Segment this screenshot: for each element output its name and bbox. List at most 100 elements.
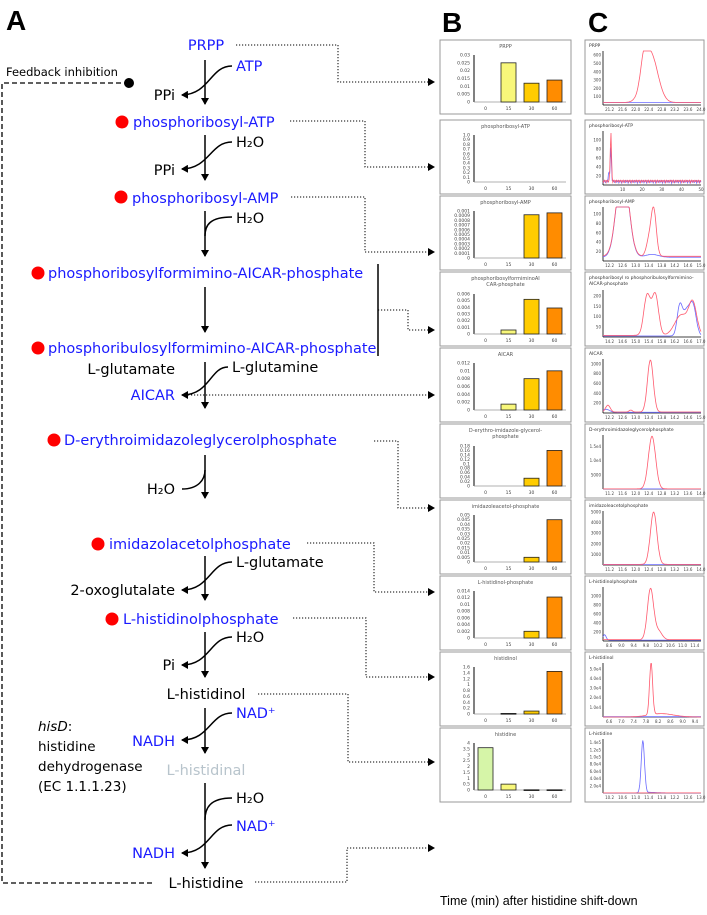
x-tick-label: 30	[529, 338, 535, 344]
y-tick-label: 1.4	[463, 670, 470, 676]
red-trace	[603, 292, 702, 336]
y-tick-label: 0.006	[457, 384, 470, 390]
red-trace	[603, 663, 701, 718]
y-tick-label: 0	[467, 100, 470, 106]
x-tick-label: 15	[506, 490, 512, 496]
bar	[546, 307, 563, 335]
metabolite-phosphoribosyl-amp: phosphoribosyl-AMP	[132, 191, 279, 207]
y-tick-label: 6.0e4	[590, 769, 602, 774]
chart-title: CAR-phosphate	[486, 282, 524, 288]
x-tick-label: 15	[506, 414, 512, 420]
x-tick-label: 12.0	[631, 567, 640, 572]
y-tick-label: 0.03	[460, 53, 470, 59]
metabolite-igp: D-erythroimidazoleglycerolphosphate	[64, 433, 337, 449]
chart-title: phosphoribosyl-ATP	[481, 124, 530, 130]
x-tick-label: 13.4	[644, 263, 653, 268]
cofactor-h2o-4: H₂O	[236, 630, 264, 646]
y-tick-label: 3.0e4	[590, 686, 602, 691]
y-tick-label: 2.0e4	[590, 695, 602, 700]
feedback-line	[1, 82, 152, 884]
blue-trace	[603, 300, 702, 337]
red-trace	[602, 359, 701, 413]
x-tick-label: 6.6	[606, 719, 613, 724]
red-trace	[603, 587, 701, 640]
bar	[546, 596, 563, 639]
metabolite-l-histidine: L-histidine	[169, 876, 244, 892]
dot-pr-atp	[115, 115, 129, 129]
enzyme-line-2: dehydrogenase	[38, 759, 143, 775]
x-tick-label: 7.4	[630, 719, 637, 724]
bar	[546, 370, 563, 411]
chromatogram: phosphoribosyl ro phosphoribulosylformim…	[584, 271, 706, 347]
bar	[546, 789, 563, 791]
inhibition-dot	[124, 78, 134, 88]
bar	[500, 62, 517, 103]
x-tick-label: 15	[506, 642, 512, 648]
metabolite-prfar: phosphoribosylformimino-AICAR-phosphate	[48, 266, 363, 282]
x-tick-label: 15	[506, 106, 512, 112]
y-tick-label: 0.002	[457, 318, 470, 324]
x-tick-label: 60	[552, 794, 558, 800]
y-tick-label: 20	[596, 249, 602, 254]
x-tick-label: 12.4	[644, 491, 653, 496]
x-tick-label: 15	[506, 794, 512, 800]
cofactor-h2o-1: H₂O	[236, 135, 264, 151]
chromatogram: imidazoleacetolphosphate 11.2 11.6 12.0 12.4…	[584, 499, 706, 575]
x-tick-label: 0	[484, 186, 487, 192]
y-tick-label: 0.002	[457, 629, 470, 635]
y-tick-label: 0.02	[460, 541, 470, 547]
y-tick-label: 0.004	[457, 305, 470, 311]
x-tick-label: 16.6	[683, 339, 692, 344]
y-tick-label: 200	[593, 630, 601, 635]
y-tick-label: 0.4	[463, 700, 470, 706]
y-tick-label: 0.2	[463, 170, 470, 176]
y-tick-label: 0.8	[463, 142, 470, 148]
panel-label-c: C	[588, 7, 608, 38]
chart-title: phosphoribosyl-AMP	[589, 199, 635, 205]
x-tick-label: 60	[552, 414, 558, 420]
x-tick-label: 20	[640, 187, 646, 192]
chart-title: phosphoribosylformiminoAI	[471, 276, 539, 282]
x-tick-label: 13.8	[657, 415, 666, 420]
byproduct-ppi-2: PPi	[154, 163, 175, 179]
y-tick-label: 0	[467, 180, 470, 186]
x-tick-label: 15.8	[657, 339, 666, 344]
chart-frame	[584, 271, 705, 347]
x-tick-label: 23.6	[683, 107, 692, 112]
y-tick-label: 0.012	[457, 361, 470, 367]
bar	[546, 212, 563, 259]
y-tick-label: 600	[593, 53, 601, 58]
y-tick-label: 100	[593, 94, 601, 99]
bar-chart: L-histidinol-phosphate00.0020.0040.0060.…	[439, 575, 572, 651]
x-tick-label: 15	[506, 566, 512, 572]
y-tick-label: 0.004	[457, 622, 470, 628]
x-tick-label: 21.2	[605, 107, 614, 112]
dot-prufar	[31, 341, 45, 355]
bar-chart: phosphoribosyl-AMP00.00010.00020.00030.0…	[439, 195, 572, 271]
y-tick-label: 800	[593, 603, 601, 608]
bar	[477, 747, 494, 791]
chart-title: AICAR-phosphate	[589, 281, 628, 287]
chart-frame	[584, 423, 705, 499]
chart-title: histidine	[495, 732, 516, 738]
y-tick-label: 0.01	[460, 550, 470, 556]
y-tick-label: 5000	[591, 472, 602, 477]
y-tick-label: 0	[467, 332, 470, 338]
y-tick-label: 0.008	[457, 376, 470, 382]
y-tick-label: 2.5	[463, 758, 470, 764]
y-tick-label: 100	[593, 314, 601, 319]
y-tick-label: 0	[467, 636, 470, 642]
chart-title: phosphoribosyl-AMP	[480, 200, 530, 206]
x-tick-label: 13.2	[670, 491, 679, 496]
y-tick-label: 3	[467, 752, 470, 758]
x-tick-label: 11.4	[690, 643, 699, 648]
x-tick-label: 15.0	[697, 415, 706, 420]
x-tick-label: 30	[529, 262, 535, 268]
x-tick-label: 11.0	[678, 643, 687, 648]
x-tick-label: 50	[698, 187, 704, 192]
x-tick-label: 24.0	[697, 107, 706, 112]
red-trace	[603, 50, 701, 103]
x-tick-label: 60	[552, 262, 558, 268]
